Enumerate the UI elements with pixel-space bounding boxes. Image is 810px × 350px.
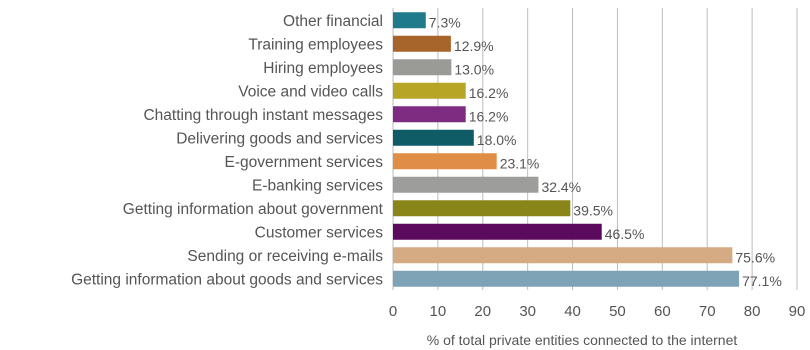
category-label: Hiring employees [263, 60, 383, 77]
value-label: 75.6% [735, 249, 775, 265]
bar [393, 35, 451, 52]
x-tick-label: 30 [519, 303, 536, 320]
value-label: 39.5% [573, 202, 613, 218]
bar [393, 82, 466, 99]
x-tick-label: 10 [430, 303, 447, 320]
bar [393, 106, 466, 123]
category-label: Getting information about goods and serv… [71, 271, 383, 288]
x-tick-labels: 0 10 20 30 40 50 60 70 80 90 [389, 303, 806, 320]
category-label: E-government services [224, 154, 383, 171]
value-label: 46.5% [605, 226, 645, 242]
value-label: 16.2% [469, 108, 509, 124]
x-tick-label: 40 [564, 303, 581, 320]
x-tick-label: 20 [474, 303, 491, 320]
value-label: 32.4% [541, 179, 581, 195]
category-label: Voice and video calls [238, 83, 383, 100]
bar [393, 12, 426, 29]
value-label: 7.3% [429, 14, 461, 30]
value-label: 18.0% [477, 132, 517, 148]
category-label: Getting information about government [123, 201, 384, 218]
category-label: Customer services [255, 224, 384, 241]
x-tick-label: 60 [654, 303, 671, 320]
value-label: 16.2% [469, 85, 509, 101]
bar [393, 129, 474, 146]
x-tick-label: 70 [699, 303, 716, 320]
bar [393, 200, 571, 217]
x-tick-label: 0 [389, 303, 397, 320]
value-label: 13.0% [454, 61, 494, 77]
bar [393, 270, 740, 287]
bar [393, 59, 452, 76]
bar [393, 223, 602, 240]
value-labels: 7.3% 12.9% 13.0% 16.2% 16.2% 18.0% 23.1%32.4% 3… [429, 14, 782, 289]
x-tick-label: 80 [744, 303, 761, 320]
gridlines [392, 8, 798, 290]
bar [393, 153, 497, 170]
category-label: Sending or receiving e-mails [187, 248, 383, 265]
bar [393, 176, 539, 193]
category-label: Chatting through instant messages [143, 107, 383, 124]
category-label: Training employees [248, 36, 383, 53]
category-labels: Other financial Training employees Hiring … [71, 13, 384, 289]
bars [393, 12, 740, 287]
x-tick-label: 90 [789, 303, 806, 320]
category-label: E-banking services [252, 177, 383, 194]
category-label: Delivering goods and services [176, 130, 383, 147]
value-label: 12.9% [454, 38, 494, 54]
x-tick-label: 50 [609, 303, 626, 320]
value-label: 77.1% [742, 273, 782, 289]
value-label: 23.1% [500, 155, 540, 171]
x-axis-title: % of total private entities connected to… [427, 332, 738, 348]
category-label: Other financial [283, 13, 383, 30]
bar [393, 247, 733, 264]
